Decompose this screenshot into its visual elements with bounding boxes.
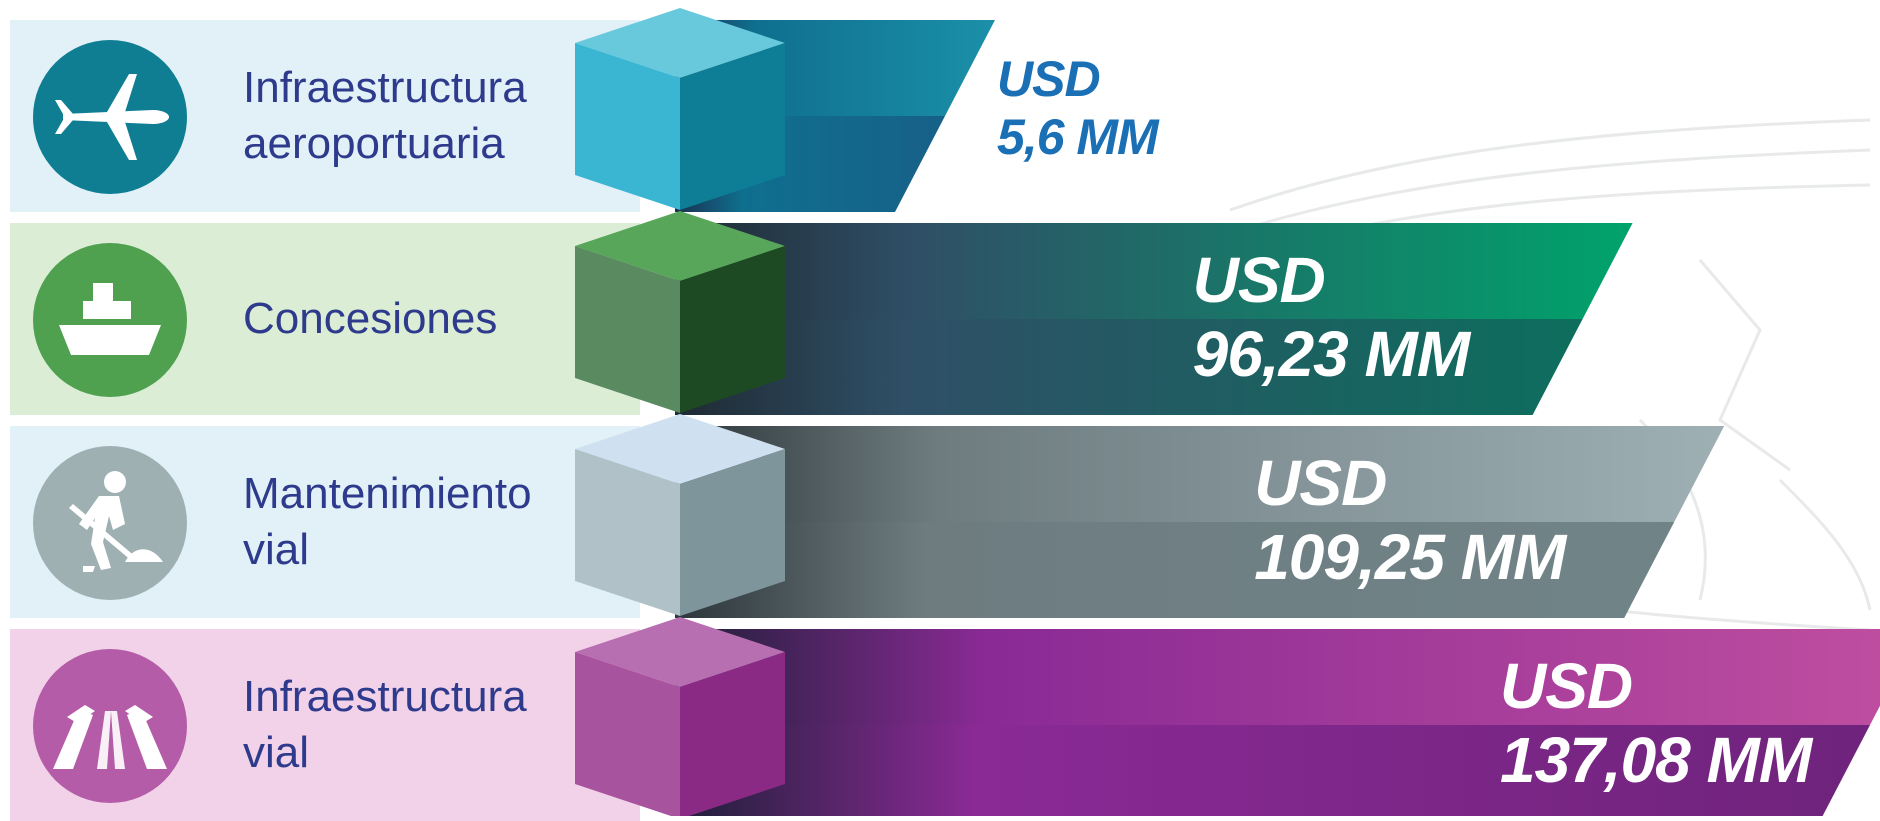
cube-right bbox=[680, 652, 785, 816]
category-label-line: Infraestructura bbox=[243, 672, 527, 721]
value-currency: USD bbox=[1254, 447, 1387, 519]
category-label-line: vial bbox=[243, 525, 310, 574]
category-label: Infraestructura vial bbox=[243, 629, 573, 821]
cube-left bbox=[575, 652, 680, 816]
value-amount: 5,6 MM bbox=[997, 109, 1159, 165]
bar-row-concesiones: Concesiones bbox=[0, 223, 1880, 415]
category-label-line: Mantenimiento bbox=[243, 469, 532, 518]
bar-row-infraestructura-aeroportuaria: Infraestructura aeroportuaria bbox=[0, 20, 1880, 212]
value-currency: USD bbox=[997, 51, 1101, 107]
cube-left bbox=[575, 43, 680, 210]
cube-right bbox=[680, 43, 785, 210]
value-amount: 96,23 MM bbox=[1192, 318, 1471, 390]
value-amount: 137,08 MM bbox=[1500, 724, 1812, 796]
icon-badge bbox=[33, 243, 187, 397]
bar-lower bbox=[675, 725, 1870, 816]
cube-right bbox=[680, 449, 785, 616]
value-label: USD 109,25 MM bbox=[1254, 446, 1566, 594]
value-label: USD 5,6 MM bbox=[997, 50, 1159, 166]
bar-lower bbox=[675, 522, 1675, 618]
bar-upper bbox=[675, 426, 1725, 522]
category-label-line: vial bbox=[243, 728, 310, 777]
bar-row-mantenimiento-vial: Mantenimiento vial bbox=[0, 426, 1880, 618]
category-label-line: Concesiones bbox=[243, 294, 498, 343]
category-label: Infraestructura aeroportuaria bbox=[243, 20, 573, 212]
bar-upper bbox=[675, 629, 1880, 725]
road-icon bbox=[53, 705, 167, 769]
bar-row-infraestructura-vial: Infraestructura vial bbox=[0, 629, 1880, 821]
value-amount: 109,25 MM bbox=[1254, 521, 1566, 593]
category-label: Mantenimiento vial bbox=[243, 426, 573, 618]
cube-right bbox=[680, 246, 785, 413]
category-label-line: Infraestructura bbox=[243, 63, 527, 112]
bar-upper bbox=[675, 223, 1633, 319]
value-currency: USD bbox=[1500, 650, 1633, 722]
value-currency: USD bbox=[1192, 244, 1326, 316]
value-label: USD 137,08 MM bbox=[1500, 649, 1812, 797]
category-label: Concesiones bbox=[243, 223, 573, 415]
airplane-icon bbox=[55, 74, 169, 160]
category-label-line: aeroportuaria bbox=[243, 119, 505, 168]
icon-badge bbox=[33, 446, 187, 600]
ship-icon bbox=[59, 283, 161, 355]
value-label: USD 96,23 MM bbox=[1192, 243, 1471, 391]
icon-badge bbox=[33, 649, 187, 803]
bar-lower bbox=[675, 319, 1583, 415]
cube-left bbox=[575, 246, 680, 413]
cube-left bbox=[575, 449, 680, 616]
icon-badge bbox=[33, 40, 187, 194]
road-worker-icon bbox=[69, 471, 163, 572]
